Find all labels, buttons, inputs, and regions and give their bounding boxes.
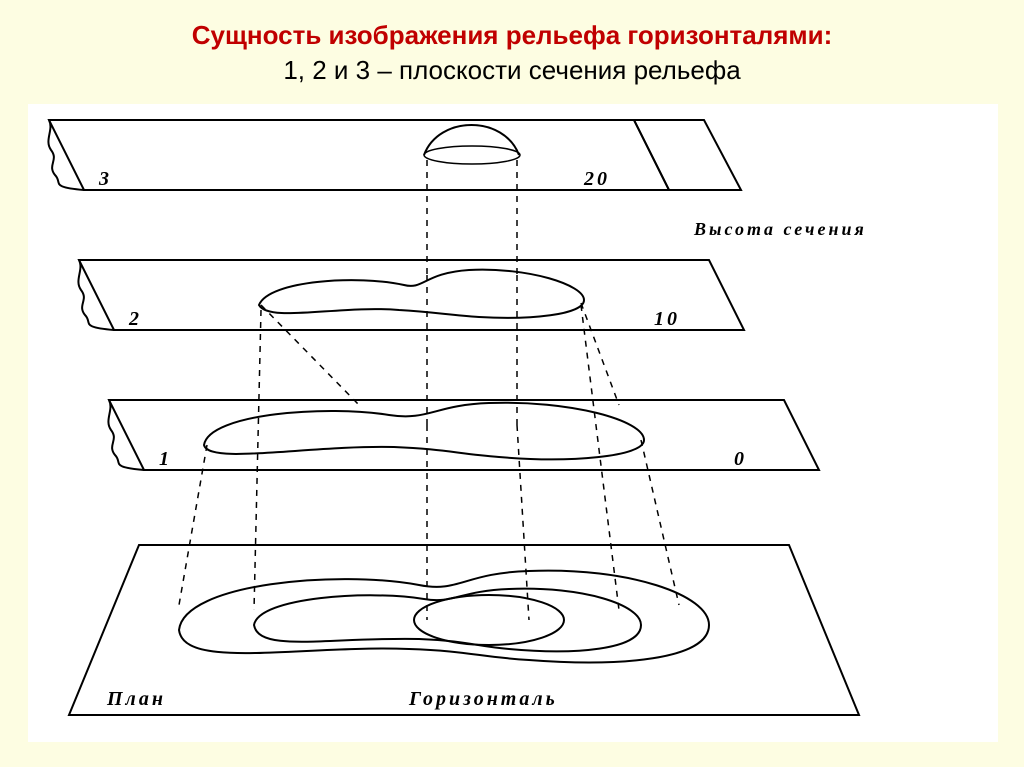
height-section-label: Высота сечения bbox=[693, 219, 867, 239]
plane-1-height-label: 0 bbox=[734, 448, 747, 470]
plan-left-label: План bbox=[106, 688, 166, 710]
plane-1: 1 0 bbox=[108, 400, 819, 470]
dash-line bbox=[641, 440, 679, 605]
plan-right-label: Горизонталь bbox=[408, 688, 558, 710]
dash-line bbox=[254, 310, 261, 610]
height-section-box bbox=[634, 120, 741, 190]
plane-3-height-label: 20 bbox=[583, 168, 610, 190]
contour-inner bbox=[414, 595, 564, 645]
plan-plane: План Горизонталь bbox=[69, 545, 859, 715]
plane-2-level-label: 2 bbox=[128, 308, 142, 330]
dash-line bbox=[517, 425, 529, 620]
relief-diagram-svg: 3 20 Высота сечения 2 10 bbox=[29, 105, 997, 741]
title-line-1: Сущность изображения рельефа горизонталя… bbox=[0, 18, 1024, 53]
dash-line bbox=[261, 305, 359, 405]
page-root: Сущность изображения рельефа горизонталя… bbox=[0, 0, 1024, 767]
diagram-canvas: 3 20 Высота сечения 2 10 bbox=[28, 104, 998, 742]
contour-middle bbox=[254, 589, 641, 652]
title-line-2: 1, 2 и 3 – плоскости сечения рельефа bbox=[0, 53, 1024, 88]
plane-2-height-label: 10 bbox=[654, 308, 680, 330]
plane-3: 3 20 bbox=[48, 120, 669, 190]
plane-3-level-label: 3 bbox=[98, 168, 112, 190]
plane-2: 2 10 bbox=[78, 260, 744, 330]
title-block: Сущность изображения рельефа горизонталя… bbox=[0, 0, 1024, 88]
plane-1-level-label: 1 bbox=[159, 448, 172, 470]
